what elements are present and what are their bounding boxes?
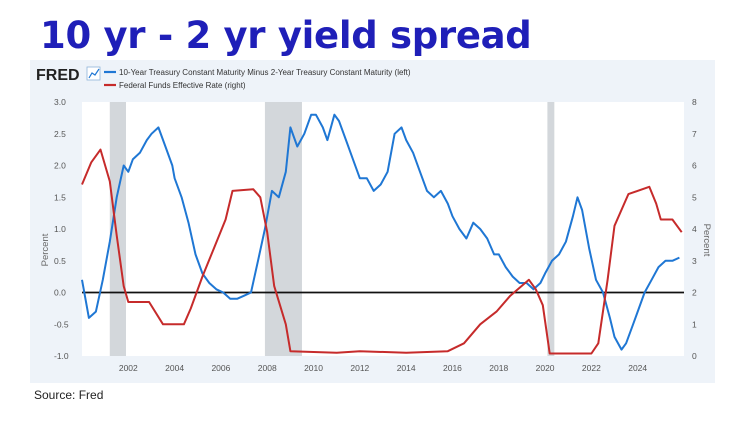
- x-tick-label: 2006: [211, 363, 230, 373]
- left-tick-label: 3.0: [54, 97, 66, 107]
- left-tick-label: -1.0: [54, 351, 69, 361]
- left-tick-label: 1.0: [54, 224, 66, 234]
- x-tick-label: 2016: [443, 363, 462, 373]
- x-tick-label: 2018: [489, 363, 508, 373]
- slide-title: 10 yr - 2 yr yield spread: [40, 14, 532, 57]
- left-tick-label: -0.5: [54, 319, 69, 329]
- plot-area: [82, 102, 684, 356]
- x-tick-label: 2008: [258, 363, 277, 373]
- right-tick-label: 6: [692, 161, 697, 171]
- x-tick-label: 2024: [628, 363, 647, 373]
- right-tick-label: 0: [692, 351, 697, 361]
- right-axis-label: Percent: [701, 224, 712, 257]
- chart-svg: -1.0-0.50.00.51.01.52.02.53.0 012345678 …: [36, 66, 712, 373]
- left-tick-label: 0.5: [54, 256, 66, 266]
- legend: 10-Year Treasury Constant Maturity Minus…: [104, 68, 411, 90]
- left-tick-label: 1.5: [54, 192, 66, 202]
- x-axis-ticks: 2002 2004 2006 2008 2010 2012 2014 2016 2018 2020…: [119, 363, 648, 373]
- recession-band-2: [547, 102, 555, 356]
- x-tick-label: 2012: [350, 363, 369, 373]
- x-tick-label: 2022: [582, 363, 601, 373]
- x-tick-label: 2002: [119, 363, 138, 373]
- left-axis-label: Percent: [40, 233, 51, 266]
- right-tick-label: 1: [692, 319, 697, 329]
- right-tick-label: 2: [692, 288, 697, 298]
- left-axis-ticks: -1.0 -0.5 0.0 0.5 1.0 1.5 2.0 2.5 3.0: [54, 97, 69, 361]
- right-tick-label: 5: [692, 192, 697, 202]
- x-tick-label: 2010: [304, 363, 323, 373]
- series-lines: [81, 113, 683, 355]
- x-tick-label: 2014: [397, 363, 416, 373]
- left-tick-label: 0.0: [54, 288, 66, 298]
- series-line-fedfunds: [81, 148, 683, 355]
- series-line-spread: [81, 113, 680, 351]
- left-tick-label: 2.0: [54, 161, 66, 171]
- right-tick-label: 4: [692, 224, 697, 234]
- right-tick-label: 7: [692, 129, 697, 139]
- fred-chart-icon: [86, 66, 101, 81]
- legend-label-spread: 10-Year Treasury Constant Maturity Minus…: [119, 68, 411, 77]
- right-tick-label: 3: [692, 256, 697, 266]
- left-tick-label: 2.5: [54, 129, 66, 139]
- right-tick-label: 8: [692, 97, 697, 107]
- legend-label-fedfunds: Federal Funds Effective Rate (right): [119, 81, 246, 90]
- fred-logo: FRED: [36, 67, 80, 84]
- right-axis-ticks: 0 1 2 3 4 5 6 7 8: [692, 97, 697, 361]
- x-tick-label: 2020: [536, 363, 555, 373]
- plot-background: [82, 102, 684, 356]
- x-tick-label: 2004: [165, 363, 184, 373]
- source-note: Source: Fred: [34, 388, 104, 402]
